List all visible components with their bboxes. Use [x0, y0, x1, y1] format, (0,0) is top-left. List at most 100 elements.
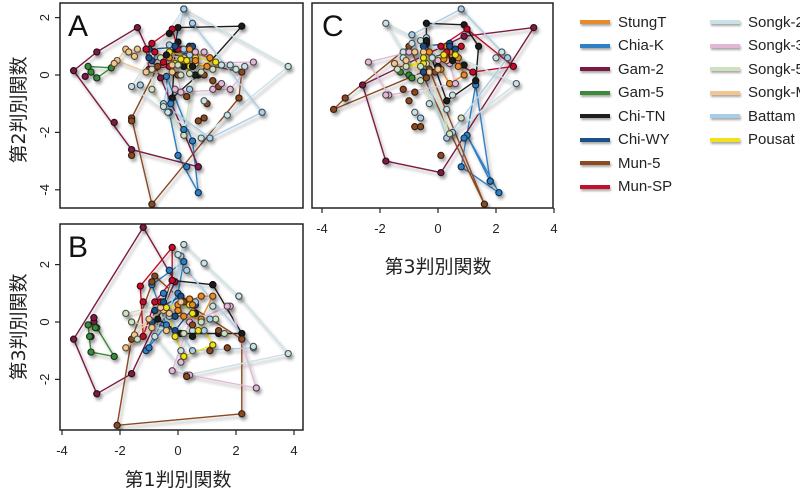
point-stungt [460, 71, 468, 79]
point-pousat [183, 56, 191, 65]
xtick-label: 2 [232, 443, 239, 458]
panel-c-content [329, 5, 538, 208]
ytick-label: -2 [37, 374, 52, 386]
point-chia-k [183, 163, 191, 171]
point-chi-tn [460, 61, 468, 69]
point-mun-sp [469, 68, 477, 76]
point-pousat [177, 55, 185, 63]
legend-label: Chia-K [618, 37, 664, 54]
point-mun-5 [206, 347, 214, 355]
legend-item-gam-5: Gam-5 [580, 83, 710, 103]
xtick-label: 4 [290, 443, 297, 458]
point-chia-k [167, 100, 175, 108]
legend-swatch [710, 90, 740, 95]
legend-item-chi-wy: Chi-WY [580, 130, 710, 150]
point-chi-wy [445, 42, 454, 50]
panel-c: C 第3判別関数 -4 -2 0 2 4 [311, 2, 558, 278]
point-songk-2 [200, 97, 208, 105]
legend-item-songk-2: Songk-2 [710, 12, 800, 32]
point-songk-m [110, 59, 118, 68]
point-chi-tn [443, 97, 451, 105]
legend-label: Chi-WY [618, 131, 670, 148]
point-stungt [454, 62, 462, 71]
point-songk-2 [151, 332, 159, 341]
point-songk-2 [226, 61, 234, 69]
point-songk-5 [148, 85, 156, 93]
point-battam [416, 114, 425, 122]
point-stungt [185, 45, 194, 53]
point-mun-5 [399, 85, 407, 93]
point-pousat [212, 58, 220, 66]
point-mun-5 [416, 123, 425, 131]
point-songk-5 [180, 329, 188, 338]
point-songk-2 [448, 91, 457, 99]
point-chi-tn [174, 23, 182, 32]
point-songk-2 [200, 259, 208, 267]
point-battam [180, 5, 188, 13]
point-songk-2 [209, 302, 217, 310]
point-pousat [171, 332, 179, 341]
panel-c-xticks: -4 -2 0 2 4 [316, 208, 558, 236]
point-songk-5 [445, 130, 454, 138]
point-mun-5 [148, 200, 156, 208]
point-songk-2 [284, 349, 292, 358]
point-chi-wy [171, 42, 179, 50]
point-battam [188, 19, 197, 27]
point-songk-5 [220, 329, 229, 338]
point-songk-2 [241, 62, 249, 71]
point-stungt [206, 54, 214, 62]
point-stungt [197, 292, 205, 300]
point-mun-sp [168, 276, 176, 285]
point-songk-2 [408, 39, 416, 48]
point-songk-2 [159, 102, 168, 111]
point-chi-tn [162, 51, 171, 59]
point-chia-k [174, 151, 182, 160]
point-songk-5 [209, 65, 217, 73]
point-mun-5 [329, 105, 338, 114]
legend-label: Mun-SP [618, 178, 673, 195]
point-songk-m [145, 315, 153, 323]
legend-item-chi-tn: Chi-TN [580, 106, 710, 126]
point-songk-5 [133, 335, 142, 343]
point-songk-2 [249, 342, 258, 351]
ytick-label: 2 [37, 261, 52, 268]
point-chia-k [180, 125, 188, 134]
point-gam-5 [110, 352, 118, 361]
point-songk-m [148, 324, 156, 332]
point-chia-k [180, 258, 188, 266]
point-gam-5 [85, 332, 94, 341]
point-mun-sp [148, 39, 156, 48]
legend-item-mun-5: Mun-5 [580, 153, 710, 173]
point-chi-wy [151, 306, 159, 315]
xtick-label: 4 [550, 221, 557, 236]
point-stungt [180, 312, 188, 320]
point-layer [69, 5, 292, 208]
legend-swatch [710, 67, 740, 71]
point-songk-m [122, 344, 130, 352]
hull-songk-2 [385, 22, 517, 137]
point-songk-2 [284, 62, 292, 71]
panel-a-yticks: -4 -2 0 2 [37, 14, 60, 196]
legend-item-chia-k: Chia-K [580, 36, 710, 56]
legend-item-empty [710, 177, 800, 197]
panel-b-letter: B [68, 231, 88, 264]
ytick-label: 0 [37, 318, 52, 325]
point-mun-5 [411, 88, 419, 96]
panel-a-ylabel: 第2判別関数 [8, 56, 30, 163]
legend-item-pousat: Pousat [710, 130, 800, 150]
legend-label: Mun-5 [618, 154, 661, 172]
point-songk-5 [122, 309, 130, 318]
point-mun-sp [136, 282, 144, 290]
point-songk-5 [177, 71, 185, 79]
point-chi-wy [419, 68, 428, 76]
point-songk-2 [164, 108, 172, 116]
point-gam-2 [69, 335, 78, 343]
legend-label: Gam-2 [618, 60, 664, 78]
point-mun-sp [142, 45, 150, 53]
point-pousat [451, 51, 460, 59]
point-songk-m [411, 48, 419, 56]
point-mun-5 [238, 68, 246, 76]
point-battam [408, 31, 416, 39]
point-mun-5 [405, 97, 413, 105]
panel-b-yticks: -2 0 2 [37, 261, 60, 385]
